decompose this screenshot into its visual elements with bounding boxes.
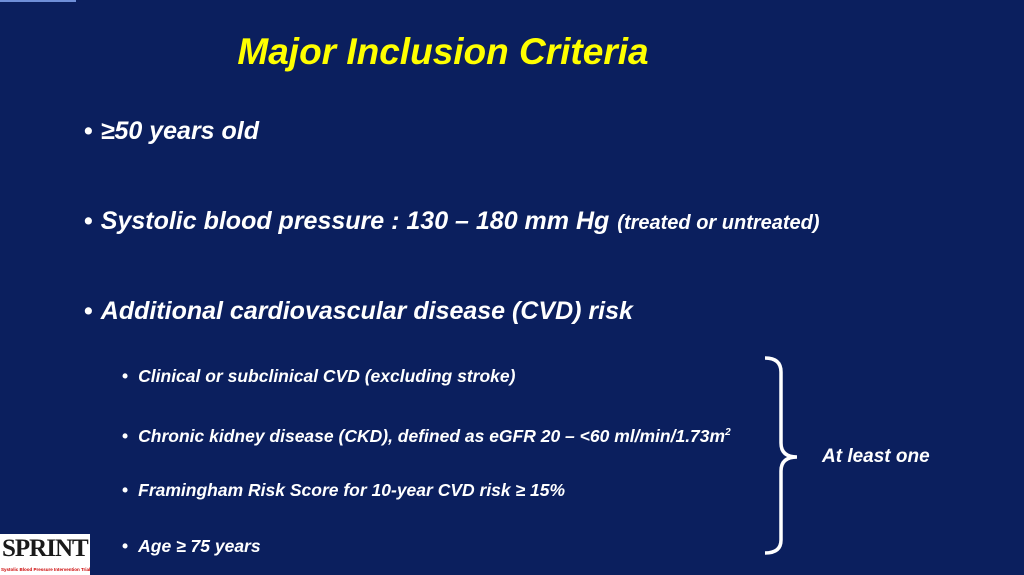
slide-title: Major Inclusion Criteria (237, 31, 649, 72)
sub-bullet-text: Age ≥ 75 years (138, 536, 261, 556)
bullet-text: ≥50 years old (100, 117, 260, 145)
bullet-text: Additional cardiovascular disease (CVD) … (100, 297, 633, 325)
corner-mark (0, 0, 76, 2)
sub-bullet: Framingham Risk Score for 10-year CVD ri… (122, 479, 565, 501)
bullet-note: (treated or untreated) (617, 212, 820, 234)
sub-bullet: Chronic kidney disease (CKD), defined as… (122, 422, 731, 447)
bullet: ≥50 years old (84, 116, 259, 146)
bullet: Systolic blood pressure : 130 – 180 mm H… (84, 206, 820, 238)
bullet: Additional cardiovascular disease (CVD) … (84, 296, 633, 326)
logo-name: SPRINT (2, 535, 89, 562)
sub-bullet-text: Clinical or subclinical CVD (excluding s… (138, 366, 516, 386)
sub-bullet-text: Chronic kidney disease (CKD), defined as… (138, 425, 726, 446)
logo-subtitle: Systolic Blood Pressure Intervention Tri… (1, 567, 91, 572)
sub-bullet: Clinical or subclinical CVD (excluding s… (122, 365, 515, 387)
brace (764, 356, 798, 555)
sub-bullet: Age ≥ 75 years (122, 535, 261, 557)
brace-label: At least one (822, 446, 930, 467)
sub-bullet-text: Framingham Risk Score for 10-year CVD ri… (138, 480, 566, 500)
superscript: 2 (725, 427, 731, 438)
logo: SPRINT Systolic Blood Pressure Intervent… (0, 534, 90, 575)
bullet-text: Systolic blood pressure : 130 – 180 mm H… (100, 207, 610, 235)
